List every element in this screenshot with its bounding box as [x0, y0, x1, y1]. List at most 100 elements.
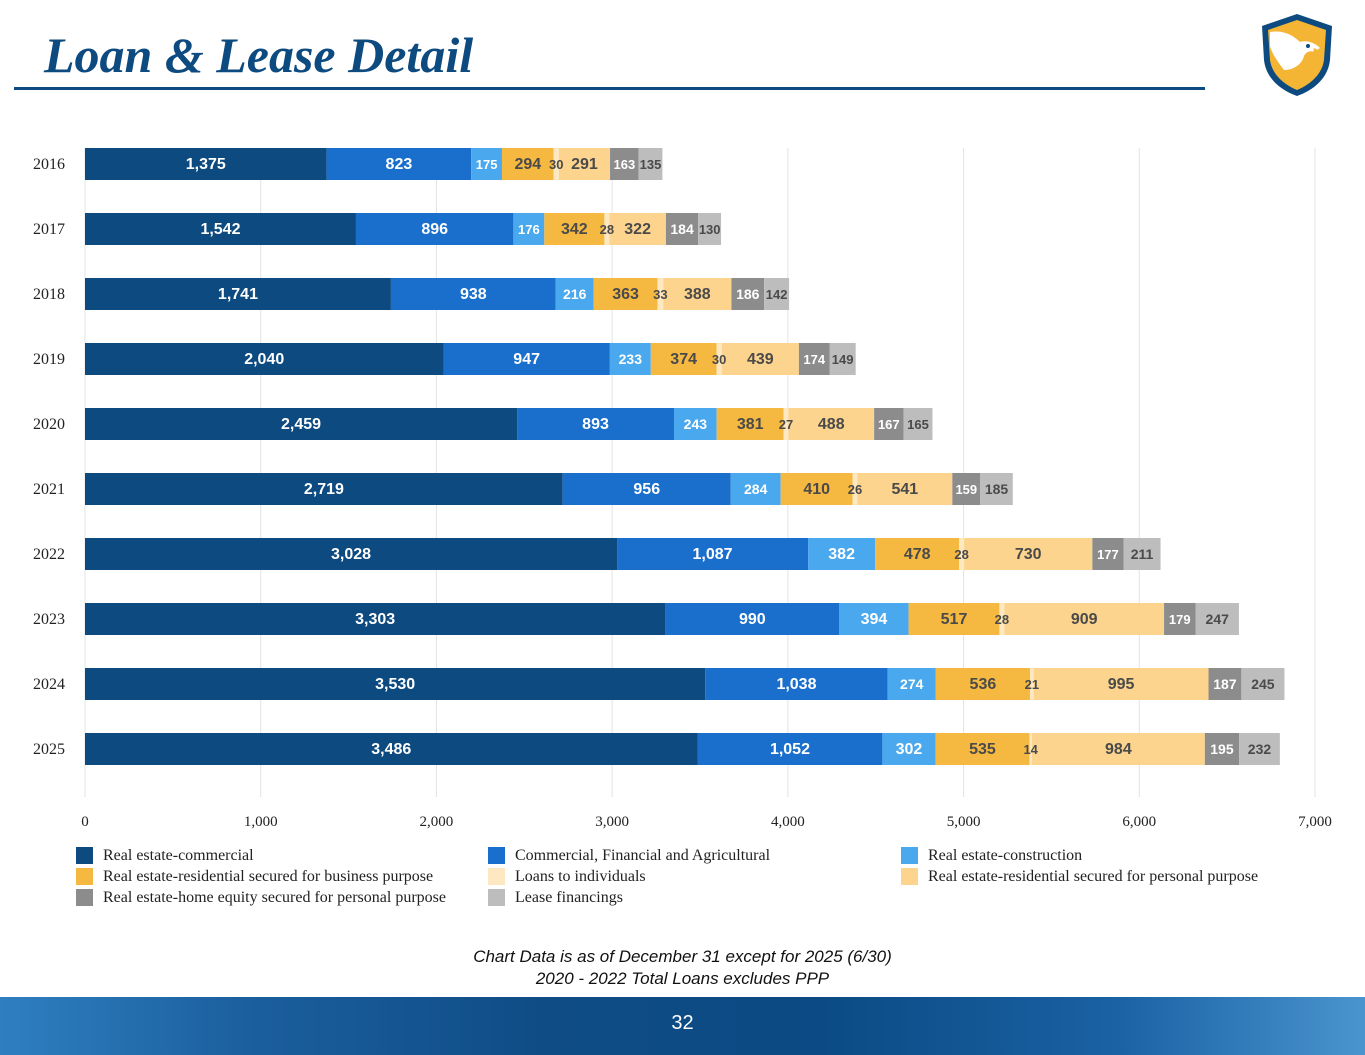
data-label: 984	[1105, 741, 1132, 758]
footnote-line-2: 2020 - 2022 Total Loans excludes PPP	[535, 969, 830, 988]
data-label: 135	[640, 157, 662, 172]
bar-segment	[638, 148, 663, 180]
data-label: 211	[1131, 546, 1154, 562]
data-label: 381	[737, 416, 764, 433]
legend-label: Real estate-construction	[928, 846, 1083, 864]
data-label: 294	[514, 156, 541, 173]
legend-swatch	[76, 889, 93, 906]
legend-label: Real estate-commercial	[103, 846, 254, 864]
data-label: 374	[670, 351, 697, 368]
bar-segment	[1208, 668, 1242, 700]
bar-segment	[593, 278, 658, 310]
bar-segment	[697, 733, 883, 765]
bar-segment	[1123, 538, 1161, 570]
data-label: 167	[878, 417, 900, 432]
data-label: 956	[633, 481, 660, 498]
legend-label: Loans to individuals	[515, 867, 646, 885]
data-label: 536	[970, 676, 997, 693]
data-label: 184	[670, 221, 694, 237]
bar-segment	[980, 473, 1013, 505]
bar-segment	[1164, 603, 1196, 635]
data-label: 21	[1025, 677, 1039, 692]
data-label: 179	[1169, 612, 1191, 627]
data-label: 284	[744, 481, 768, 497]
bar-segment	[609, 343, 651, 375]
data-label: 947	[513, 351, 540, 368]
data-label: 159	[955, 482, 977, 497]
bar-segment	[617, 538, 809, 570]
bar-segment	[874, 408, 904, 440]
bar-segment	[355, 213, 514, 245]
legend-label: Real estate-residential secured for busi…	[103, 867, 434, 885]
bar-segment	[1033, 668, 1209, 700]
data-label: 2,459	[281, 416, 321, 433]
bar-segment	[85, 668, 706, 700]
data-label: 291	[571, 156, 598, 173]
legend-swatch	[76, 868, 93, 885]
data-label: 730	[1015, 546, 1042, 563]
data-label: 233	[619, 351, 643, 367]
data-label: 163	[614, 157, 636, 172]
bar-segment	[657, 278, 664, 310]
y-tick-label: 2022	[33, 546, 65, 563]
legend-swatch	[76, 847, 93, 864]
bar-segment	[1092, 538, 1124, 570]
bar-segment	[513, 213, 545, 245]
bar-segment	[1004, 603, 1165, 635]
bar-segment	[610, 148, 639, 180]
legend-label: Real estate-home equity secured for pers…	[103, 888, 446, 906]
data-label: 1,087	[693, 546, 733, 563]
bar-segment	[443, 343, 610, 375]
bar-segment	[85, 148, 327, 180]
title-underline	[14, 87, 1205, 90]
bar-segment	[517, 408, 674, 440]
data-label: 990	[739, 611, 766, 628]
bar-segment	[650, 343, 717, 375]
legend-swatch	[901, 868, 918, 885]
bar-segment	[471, 148, 502, 180]
legend-item: Real estate-commercial	[76, 846, 488, 865]
x-tick-label: 5,000	[947, 814, 981, 830]
data-label: 174	[803, 352, 825, 367]
bar-segment	[721, 343, 799, 375]
data-label: 232	[1248, 741, 1272, 757]
bar-segment	[604, 213, 610, 245]
data-label: 28	[995, 612, 1009, 627]
data-label: 382	[828, 546, 855, 563]
bar-segment	[808, 538, 876, 570]
data-label: 535	[969, 741, 996, 758]
data-label: 30	[712, 352, 726, 367]
data-label: 175	[476, 157, 498, 172]
data-label: 28	[600, 222, 614, 237]
legend-swatch	[488, 889, 505, 906]
data-label: 995	[1108, 676, 1135, 693]
y-tick-label: 2017	[33, 221, 65, 238]
data-label: 517	[941, 611, 968, 628]
x-tick-label: 1,000	[244, 814, 278, 830]
bar-segment	[85, 408, 518, 440]
page-number: 32	[671, 1012, 694, 1034]
bar-segment	[852, 473, 858, 505]
bar-segment	[1031, 733, 1205, 765]
bar-segment	[1029, 668, 1034, 700]
y-tick-label: 2023	[33, 611, 65, 628]
bar-segment	[705, 668, 888, 700]
data-label: 439	[747, 351, 774, 368]
bar-segment	[1204, 733, 1240, 765]
data-label: 243	[684, 416, 708, 432]
y-tick-label: 2020	[33, 416, 65, 433]
data-label: 30	[549, 157, 563, 172]
data-label: 302	[896, 741, 923, 758]
bar-segment	[85, 278, 391, 310]
y-axis: 2016 2017 2018 2019 2020 2021 2022 2023 2024 2025	[33, 156, 65, 758]
bar-segment	[780, 473, 853, 505]
legend-item: Real estate-residential secured for pers…	[901, 867, 1316, 886]
legend-item: Real estate-construction	[901, 846, 1316, 865]
bar-segment	[959, 538, 965, 570]
data-label: 245	[1251, 676, 1275, 692]
bar-segment	[1241, 668, 1285, 700]
bar-segment	[562, 473, 731, 505]
loan-lease-chart: 1,375 823 175 294 30 291 163 135 1,542 896 176 342 2…	[33, 148, 1332, 830]
data-label: 185	[985, 481, 1009, 497]
y-tick-label: 2021	[33, 481, 65, 498]
